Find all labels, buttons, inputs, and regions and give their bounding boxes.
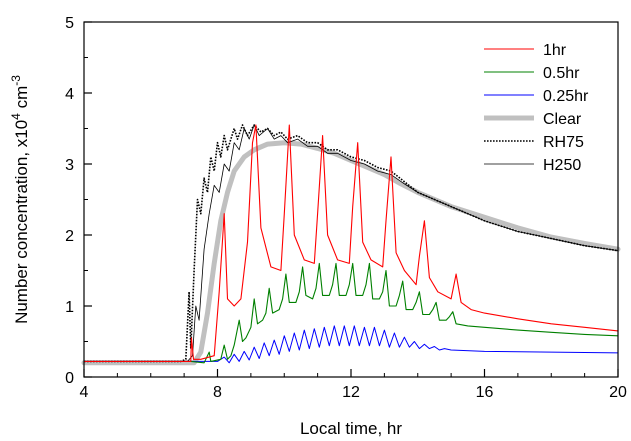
y-tick-label: 2 [65, 228, 74, 245]
y-tick-label: 0 [65, 370, 74, 387]
y-axis-label-mid: cm [12, 86, 31, 113]
y-tick-label: 4 [65, 86, 74, 103]
y-tick-label: 3 [65, 157, 74, 174]
series-line-clear [81, 140, 621, 366]
y-tick-label: 5 [65, 15, 74, 32]
x-tick-label: 20 [609, 384, 627, 401]
plot-frame [83, 21, 619, 378]
x-axis-label: Local time, hr [300, 419, 402, 438]
x-tick-label: 8 [213, 384, 222, 401]
series-line-rh75 [84, 124, 619, 363]
legend-label: RH75 [543, 134, 584, 151]
series-line-1hr [83, 124, 619, 362]
legend: 1hr 0.5hr 0.25hr Clear RH75 H250 [484, 42, 589, 174]
y-axis-label-sup1: 4 [9, 113, 23, 120]
legend-label: H250 [543, 157, 581, 174]
series-line-0-5hr [83, 262, 619, 364]
legend-label: Clear [543, 111, 582, 128]
x-tick-label: 12 [342, 384, 360, 401]
series-layer [81, 124, 621, 366]
series-line-0-25hr [83, 325, 619, 364]
legend-label: 0.5hr [543, 65, 580, 82]
legend-label: 1hr [543, 42, 567, 59]
x-tick-label: 4 [80, 384, 89, 401]
legend-label: 0.25hr [543, 88, 589, 105]
y-axis-label: Number concentration, x104 cm-3 [9, 75, 31, 324]
x-tick-label: 16 [476, 384, 494, 401]
y-axis-label-sup2: -3 [9, 75, 23, 86]
axes-layer [83, 21, 619, 378]
y-axis-label-prefix: Number concentration, x10 [12, 120, 31, 324]
y-tick-label: 1 [65, 299, 74, 316]
